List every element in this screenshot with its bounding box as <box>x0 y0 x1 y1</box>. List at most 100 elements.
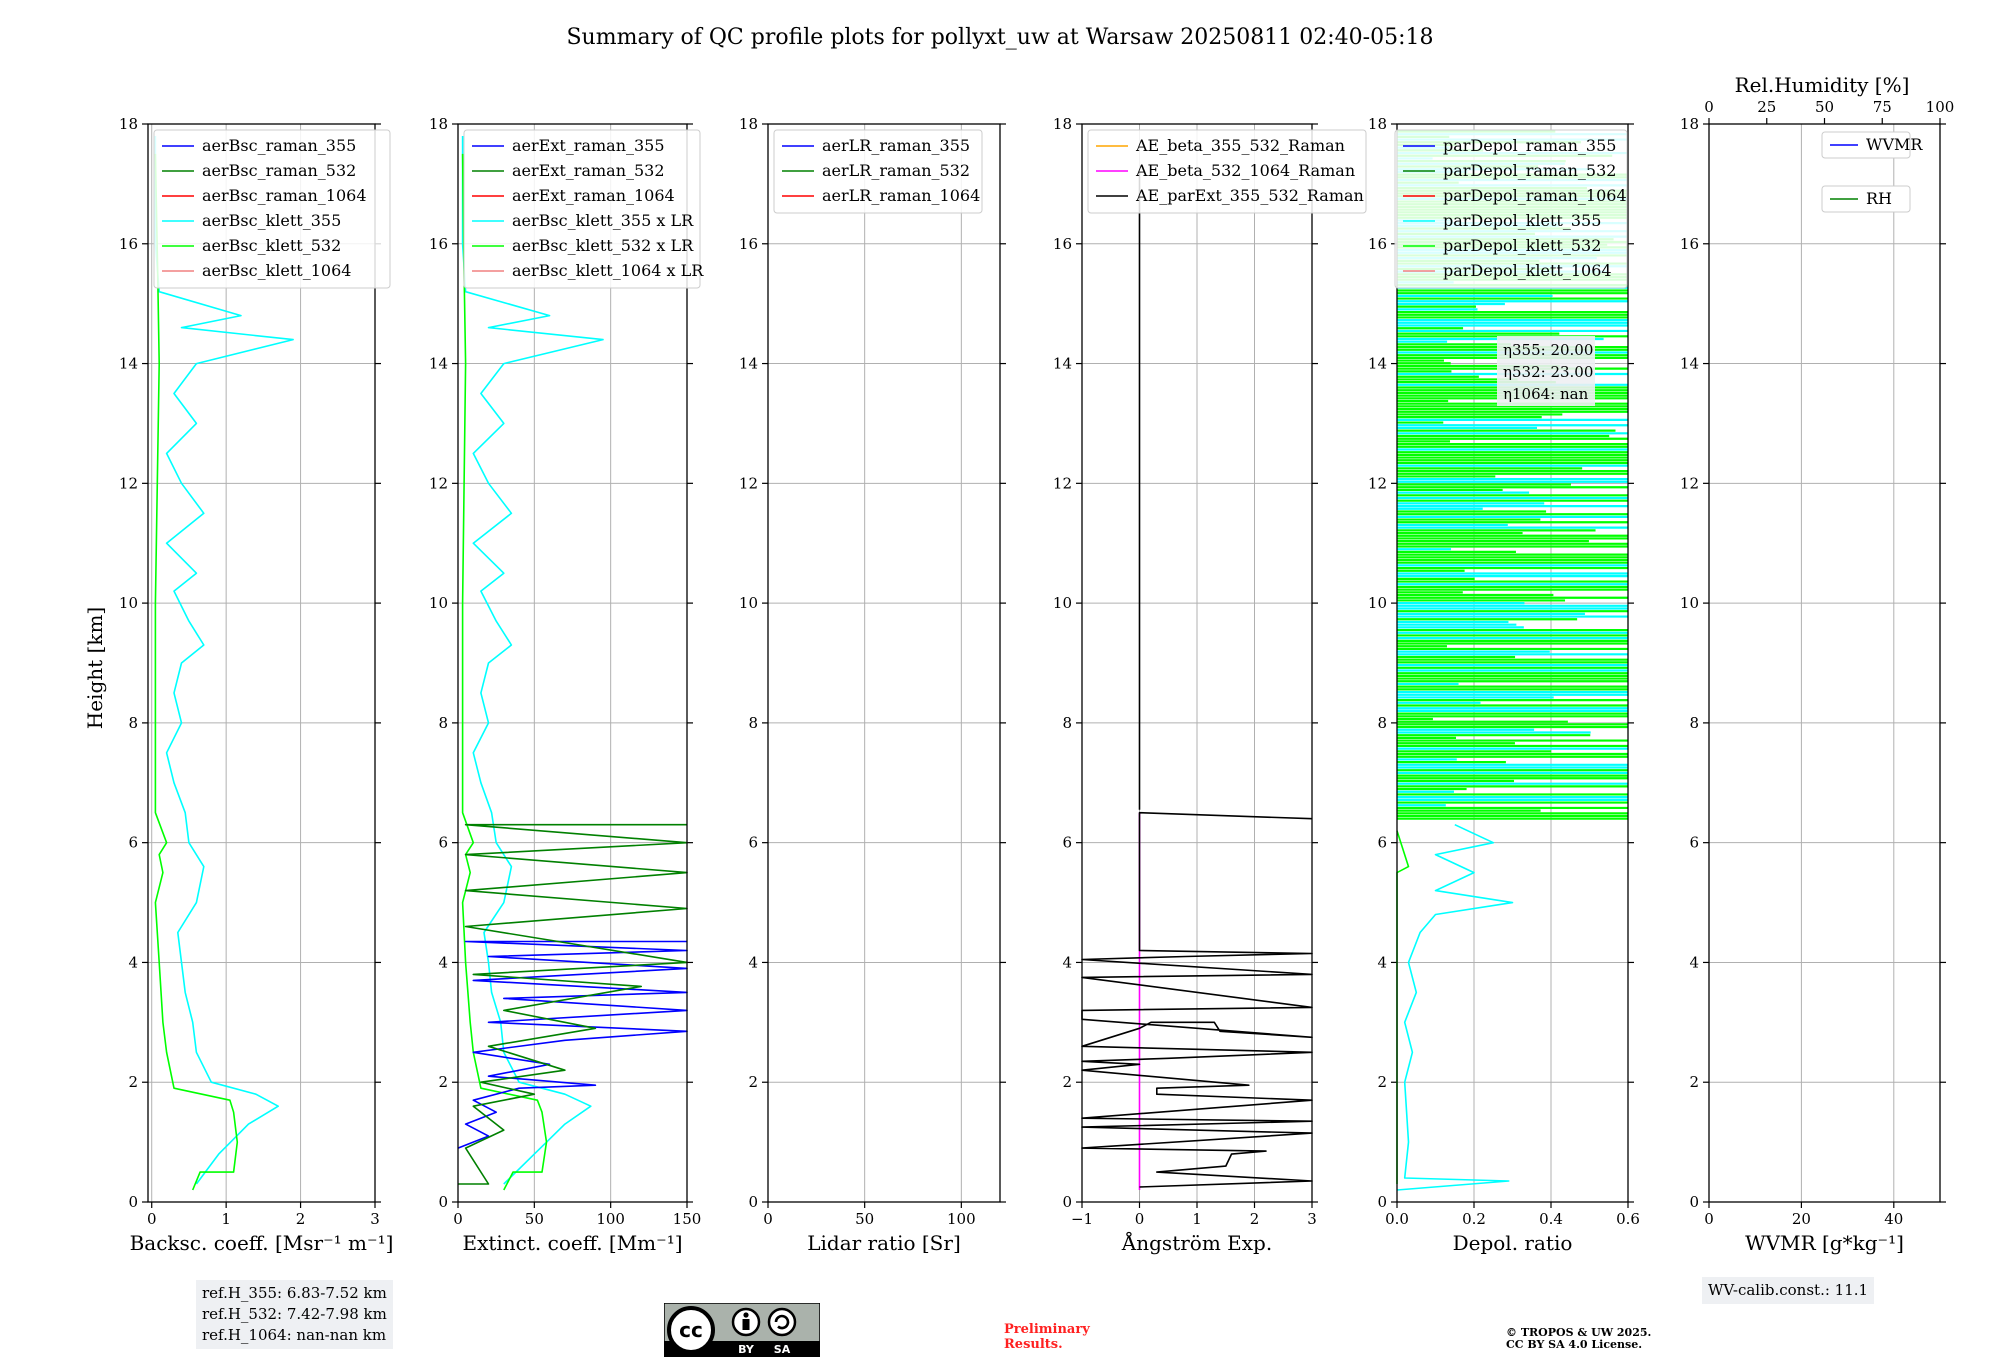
x-tick-label: 0 <box>1704 1210 1714 1228</box>
height-tick-label: 10 <box>119 594 138 612</box>
height-tick-label: 14 <box>1680 355 1699 373</box>
legend-label: aerBsc_raman_1064 <box>202 186 367 205</box>
refh-355: ref.H_355: 6.83-7.52 km <box>202 1284 387 1302</box>
figure-title: Summary of QC profile plots for pollyxt_… <box>566 25 1433 50</box>
height-tick-label: 18 <box>119 115 138 133</box>
axes-frame <box>1708 123 1941 1203</box>
height-tick-label: 12 <box>1053 474 1072 492</box>
height-tick-label: 0 <box>128 1193 138 1211</box>
x-tick-label: 40 <box>1884 1210 1903 1228</box>
preliminary-note: Preliminary Results. <box>1004 1322 1090 1352</box>
x-axis-label: Ångström Exp. <box>1121 1230 1272 1255</box>
x-axis-label: Extinct. coeff. [Mm⁻¹] <box>462 1231 682 1255</box>
rh-tick-label: 100 <box>1926 98 1955 116</box>
legend-label: aerExt_raman_355 <box>512 136 665 155</box>
height-tick-label: 4 <box>1377 953 1387 971</box>
eta-annotation-line: η355: 20.00 <box>1503 341 1593 359</box>
series-line-aerbsc-klett-532 <box>154 153 239 1191</box>
legend-label: aerLR_raman_532 <box>822 161 970 180</box>
legend-label: aerLR_raman_1064 <box>822 186 980 205</box>
legend-label: aerBsc_raman_532 <box>202 161 356 180</box>
series-line-aerbsc-klett-355-x-lr <box>461 136 604 1185</box>
series-line-aerext-raman-532 <box>458 823 688 1185</box>
height-tick-label: 12 <box>739 474 758 492</box>
height-tick-label: 18 <box>739 115 758 133</box>
height-tick-label: 16 <box>739 235 758 253</box>
legend-label: aerExt_raman_1064 <box>512 186 675 205</box>
axes-frame <box>1396 123 1629 1203</box>
rh-tick-label: 50 <box>1815 98 1834 116</box>
height-tick-label: 10 <box>429 594 448 612</box>
height-tick-label: 6 <box>1377 834 1387 852</box>
legend-label: parDepol_raman_1064 <box>1443 186 1627 205</box>
height-tick-label: 2 <box>748 1073 758 1091</box>
legend-label: aerBsc_klett_355 x LR <box>512 211 694 230</box>
height-tick-label: 4 <box>128 953 138 971</box>
height-tick-label: 0 <box>748 1193 758 1211</box>
wv-calibration-box: WV-calib.const.: 11.1 <box>1702 1277 1875 1304</box>
height-tick-label: 6 <box>748 834 758 852</box>
legend-label: parDepol_klett_355 <box>1443 211 1601 230</box>
legend-box <box>1087 129 1367 214</box>
eta-annotation-line: η1064: nan <box>1503 385 1589 403</box>
copyright-note: © TROPOS & UW 2025. CC BY SA 4.0 License… <box>1506 1327 1651 1351</box>
legend-label: AE_beta_532_1064_Raman <box>1135 161 1355 180</box>
height-tick-label: 2 <box>438 1073 448 1091</box>
axes-frame <box>147 123 376 1203</box>
height-axis-label: Height [km] <box>83 607 107 729</box>
x-tick-label: 0.2 <box>1462 1210 1486 1228</box>
height-tick-label: 8 <box>128 714 138 732</box>
axes-frame <box>1081 123 1313 1203</box>
height-tick-label: 16 <box>1680 235 1699 253</box>
rh-tick-label: 75 <box>1873 98 1892 116</box>
height-tick-label: 12 <box>429 474 448 492</box>
height-tick-label: 12 <box>119 474 138 492</box>
legend-label: parDepol_raman_355 <box>1443 136 1616 155</box>
axes-frame <box>767 123 1001 1203</box>
legend-box <box>153 129 391 289</box>
legend-label: parDepol_raman_532 <box>1443 161 1616 180</box>
height-tick-label: 8 <box>1062 714 1072 732</box>
height-tick-label: 8 <box>1377 714 1387 732</box>
height-tick-label: 18 <box>429 115 448 133</box>
height-tick-label: 8 <box>438 714 448 732</box>
cc-sa-label: SA <box>774 1343 791 1356</box>
eta-annotation-line: η532: 23.00 <box>1503 363 1593 381</box>
x-tick-label: 0 <box>1135 1210 1145 1228</box>
legend-label: aerBsc_klett_355 <box>202 211 341 230</box>
height-tick-label: 12 <box>1368 474 1387 492</box>
x-tick-label: 2 <box>1250 1210 1260 1228</box>
height-tick-label: 14 <box>429 355 448 373</box>
height-tick-label: 18 <box>1053 115 1072 133</box>
eta-annotation-box <box>1497 336 1595 406</box>
refh-1064: ref.H_1064: nan-nan km <box>202 1326 387 1344</box>
panel-ext: 0 2 4 6 8 10 12 14 16 18 0 50 100 150 Extinct. coeff. … <box>429 115 704 1255</box>
axes-frame <box>457 123 688 1203</box>
height-tick-label: 10 <box>1680 594 1699 612</box>
legend-label: aerLR_raman_355 <box>822 136 970 155</box>
height-tick-label: 4 <box>748 953 758 971</box>
rh-axis-label: Rel.Humidity [%] <box>1735 73 1910 97</box>
x-tick-label: 1 <box>1192 1210 1202 1228</box>
height-tick-label: 6 <box>1689 834 1699 852</box>
copyright-line-1: © TROPOS & UW 2025. <box>1506 1326 1652 1339</box>
height-tick-label: 2 <box>1377 1073 1387 1091</box>
x-tick-label: 150 <box>673 1210 702 1228</box>
height-tick-label: 16 <box>1053 235 1072 253</box>
x-tick-label: 100 <box>596 1210 625 1228</box>
legend-label: aerBsc_klett_1064 <box>202 261 351 280</box>
legend-label: AE_parExt_355_532_Raman <box>1135 186 1364 205</box>
x-tick-label: 20 <box>1792 1210 1811 1228</box>
x-tick-label: 100 <box>947 1210 976 1228</box>
x-tick-label: 50 <box>525 1210 544 1228</box>
legend-label: aerBsc_klett_532 <box>202 236 341 255</box>
x-axis-label: Depol. ratio <box>1453 1231 1573 1255</box>
svg-text:cc: cc <box>679 1318 703 1342</box>
x-tick-label: 3 <box>1307 1210 1317 1228</box>
height-tick-label: 4 <box>438 953 448 971</box>
height-tick-label: 10 <box>739 594 758 612</box>
series-line-pardepol-klett-532 <box>1396 830 1410 1184</box>
height-tick-label: 2 <box>1062 1073 1072 1091</box>
height-tick-label: 16 <box>119 235 138 253</box>
